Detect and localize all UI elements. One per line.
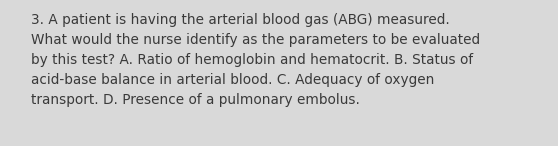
Text: 3. A patient is having the arterial blood gas (ABG) measured.
What would the nur: 3. A patient is having the arterial bloo… [31, 13, 480, 107]
